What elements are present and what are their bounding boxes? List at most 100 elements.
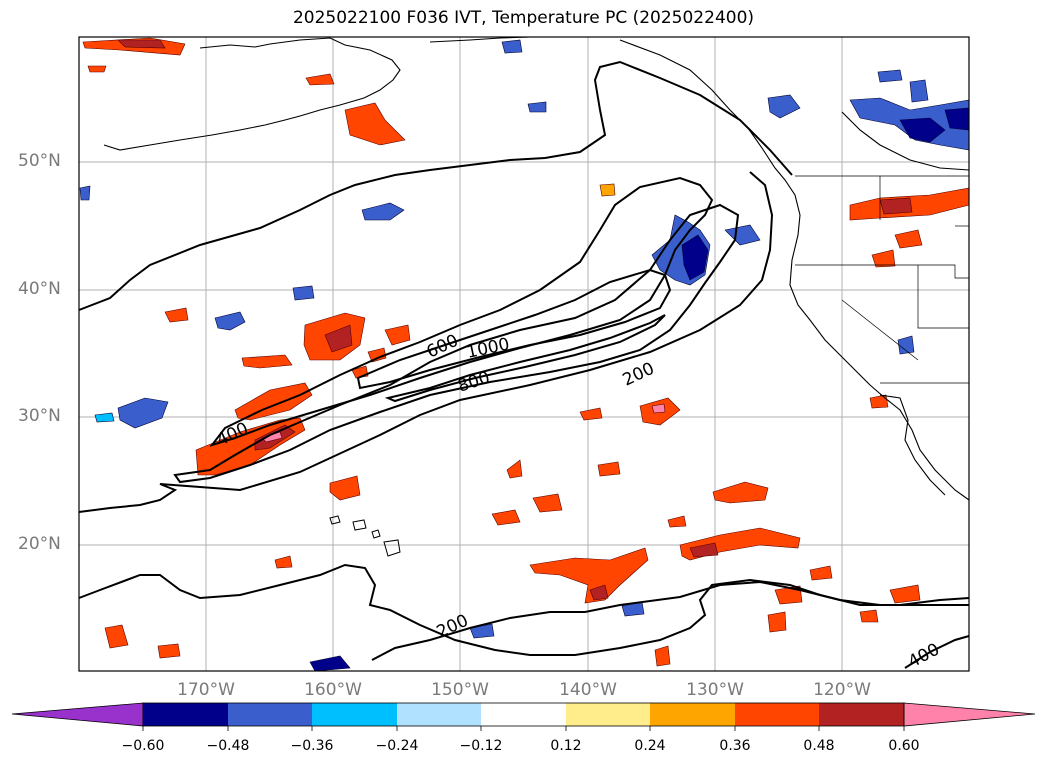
warm-patch [506, 459, 523, 479]
lat-label-50n: 50°N [18, 151, 61, 171]
cool-patch-core [681, 234, 709, 281]
lat-label-20n: 20°N [18, 534, 61, 554]
colorbar-segment [566, 703, 650, 726]
coastlines [103, 36, 970, 501]
warm-patch [157, 643, 181, 659]
contour-600 [209, 176, 714, 447]
lon-label-130w: 130°W [686, 680, 744, 700]
contour-400-south [904, 635, 970, 669]
contour-800 [356, 268, 672, 390]
colorbar-segment [228, 703, 312, 726]
cool-patch [897, 335, 915, 355]
lon-label-120w: 120°W [813, 680, 871, 700]
colorbar-segment [143, 703, 228, 726]
colorbar-segment [735, 703, 819, 726]
warm-patch [894, 229, 923, 249]
cool-patch-mild [94, 412, 115, 423]
cool-patch [117, 397, 169, 429]
cool-anomaly-patches [79, 39, 970, 672]
colorbar-tick-label: 0.36 [719, 738, 751, 754]
lon-label-140w: 140°W [559, 680, 617, 700]
warm-patch [667, 515, 687, 528]
colorbar-tick-label: −0.60 [121, 738, 165, 754]
warm-patch [241, 354, 293, 369]
hawaii-islands [329, 515, 401, 557]
ivt-contours [78, 60, 970, 669]
cool-patch [909, 79, 929, 103]
colorbar-tick-label: −0.24 [375, 738, 419, 754]
warm-patch [87, 65, 107, 73]
cool-patch [877, 69, 903, 83]
colorbar-segment [397, 703, 481, 726]
cool-patch-core [899, 117, 946, 143]
colorbar-tick-label: 0.12 [550, 738, 582, 754]
contour-1000 [384, 314, 666, 403]
nv-border [917, 265, 969, 329]
warm-patch [329, 475, 361, 501]
colorbar-segment [650, 703, 735, 726]
colorbar-tick-label: 0.48 [803, 738, 835, 754]
contour-200-inner [371, 580, 969, 661]
warm-patch [654, 645, 671, 667]
contour-200 [78, 171, 774, 513]
colorbar-tick-label: −0.48 [206, 738, 250, 754]
island [352, 519, 367, 531]
island [383, 539, 401, 557]
canada-border [841, 111, 970, 171]
warm-patch-core [324, 324, 353, 353]
warm-patch [579, 407, 603, 421]
colorbar-segment [819, 703, 904, 726]
map-frame [78, 36, 970, 672]
warm-patch [384, 324, 411, 346]
warm-patch [597, 461, 621, 477]
gridlines [79, 37, 969, 671]
cool-patch [767, 94, 801, 119]
warm-patch-core [589, 584, 609, 601]
warm-patch [164, 307, 189, 323]
warm-patch [869, 394, 889, 409]
or-ca-border [795, 264, 969, 279]
aleutian-coast [103, 37, 401, 151]
colorbar-tick-label: 0.24 [634, 738, 666, 754]
warm-patch [491, 509, 521, 526]
colorbar-ticks [142, 726, 905, 731]
warm-patch [234, 382, 313, 421]
contour-200-south [78, 563, 970, 656]
warm-patch [767, 611, 787, 633]
map-background [79, 37, 969, 671]
warm-patch [859, 609, 879, 623]
warm-patch-core [117, 39, 166, 49]
colorbar-frame [142, 702, 905, 727]
warm-patch [104, 624, 129, 649]
lon-label-160w: 160°W [304, 680, 362, 700]
warm-patch [889, 584, 921, 604]
colorbar-tick-label: −0.12 [459, 738, 503, 754]
lat-label-30n: 30°N [18, 406, 61, 426]
warm-patch [712, 481, 769, 504]
map-area: 600 1000 800 400 200 200 400 [78, 36, 970, 672]
cool-patch [527, 101, 547, 113]
lat-label-40n: 40°N [18, 279, 61, 299]
warm-patch [809, 565, 833, 581]
contour-400 [173, 203, 740, 484]
cool-patch [79, 185, 91, 201]
warm-patch-mild [599, 183, 616, 197]
warm-patch-peak [651, 403, 666, 414]
warm-patch [344, 102, 406, 146]
warm-patch [871, 249, 896, 268]
baja-coast [879, 394, 946, 496]
lon-label-150w: 150°W [431, 680, 489, 700]
cool-patch [501, 39, 523, 54]
island [329, 515, 341, 525]
map-title: 2025022100 F036 IVT, Temperature PC (202… [292, 8, 755, 28]
ca-nv-diagonal [841, 299, 919, 361]
cool-patch [214, 311, 246, 331]
lon-label-170w: 170°W [177, 680, 235, 700]
warm-patch [367, 347, 387, 363]
warm-patch-core [879, 197, 913, 215]
warm-patch [274, 555, 293, 569]
colorbar-extend-low [11, 702, 144, 727]
colorbar [11, 702, 1036, 731]
colorbar-extend-high [903, 702, 1036, 727]
